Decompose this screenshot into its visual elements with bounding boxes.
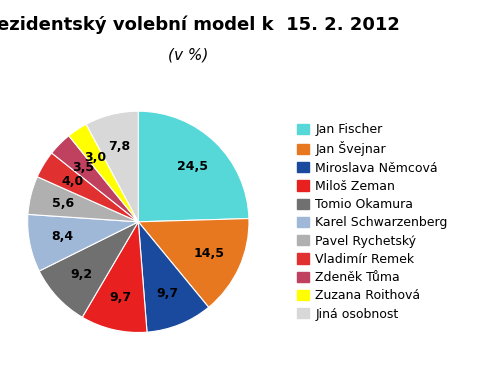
Text: 3,0: 3,0	[84, 151, 107, 164]
Wedge shape	[86, 111, 138, 222]
Text: 9,2: 9,2	[71, 268, 93, 281]
Text: 3,5: 3,5	[72, 161, 94, 174]
Text: 9,7: 9,7	[110, 291, 132, 304]
Legend: Jan Fischer, Jan Švejnar, Miroslava Němcová, Miloš Zeman, Tomio Okamura, Karel S: Jan Fischer, Jan Švejnar, Miroslava Němc…	[297, 123, 448, 321]
Wedge shape	[138, 218, 249, 307]
Text: 4,0: 4,0	[61, 175, 83, 188]
Text: 9,7: 9,7	[156, 287, 178, 300]
Text: Prezidentský volební model k  15. 2. 2012: Prezidentský volební model k 15. 2. 2012	[0, 15, 400, 33]
Wedge shape	[138, 222, 208, 332]
Text: 24,5: 24,5	[177, 160, 208, 173]
Text: (v %): (v %)	[167, 47, 208, 62]
Text: 14,5: 14,5	[193, 247, 224, 260]
Wedge shape	[28, 177, 138, 222]
Wedge shape	[28, 214, 138, 271]
Text: 7,8: 7,8	[109, 140, 130, 153]
Text: 5,6: 5,6	[52, 197, 74, 210]
Wedge shape	[82, 222, 147, 332]
Wedge shape	[37, 153, 138, 222]
Wedge shape	[69, 124, 138, 222]
Text: 8,4: 8,4	[51, 230, 74, 244]
Wedge shape	[52, 136, 138, 222]
Wedge shape	[138, 111, 249, 222]
Wedge shape	[39, 222, 138, 317]
